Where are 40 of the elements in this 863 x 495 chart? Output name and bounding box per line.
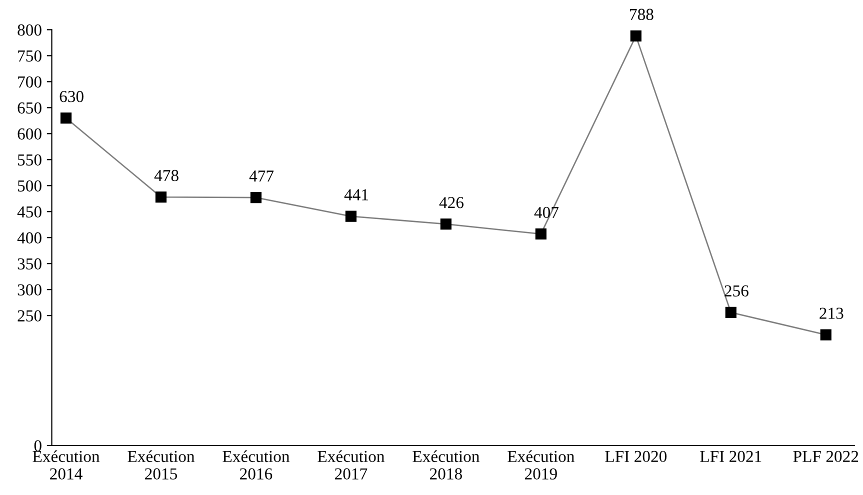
x-tick-label: LFI 2020 <box>605 450 667 462</box>
y-tick-label: 350 <box>18 258 42 270</box>
x-tick-label: Exécution 2014 <box>32 450 100 480</box>
y-tick-label: 500 <box>18 180 42 192</box>
x-tick-label: Exécution 2017 <box>318 450 385 480</box>
y-tick-label: 450 <box>17 206 42 218</box>
data-label: 256 <box>724 285 748 297</box>
y-tick-label: 0 <box>34 440 42 452</box>
y-tick-label: 650 <box>18 102 42 114</box>
x-tick-label: Exécution 2016 <box>222 450 290 480</box>
y-tick-label: 800 <box>18 24 42 36</box>
y-tick-label: 550 <box>18 154 42 166</box>
point <box>155 192 167 203</box>
y-tick-label: 700 <box>18 76 42 88</box>
x-tick-label: PLF 2022 <box>793 450 858 462</box>
point <box>630 30 642 42</box>
data-label: 407 <box>534 206 559 218</box>
y-tick-label: 250 <box>18 310 42 322</box>
data-label: 426 <box>439 197 464 208</box>
data-label: 477 <box>249 170 274 182</box>
x-tick-label: Exécution 2015 <box>128 450 195 480</box>
x-tick-label: Exécution 2019 <box>508 450 574 480</box>
data-label: 441 <box>344 189 368 200</box>
data-label: 788 <box>630 8 654 20</box>
y-tick-label: 600 <box>18 128 42 140</box>
point <box>820 329 832 340</box>
point <box>535 228 546 240</box>
point <box>345 210 357 222</box>
point <box>250 192 262 204</box>
point <box>725 306 736 318</box>
y-tick-label: 300 <box>18 284 42 296</box>
data-label: 478 <box>154 170 178 182</box>
y-tick-label: 400 <box>17 232 42 244</box>
point <box>440 218 452 230</box>
x-tick-label: LFI 2021 <box>700 450 762 462</box>
y-tick-label: 750 <box>18 50 42 62</box>
data-label: 213 <box>820 308 844 319</box>
data-label: 630 <box>60 90 84 102</box>
point <box>60 112 72 124</box>
x-tick-label: Exécution 2018 <box>412 450 480 480</box>
